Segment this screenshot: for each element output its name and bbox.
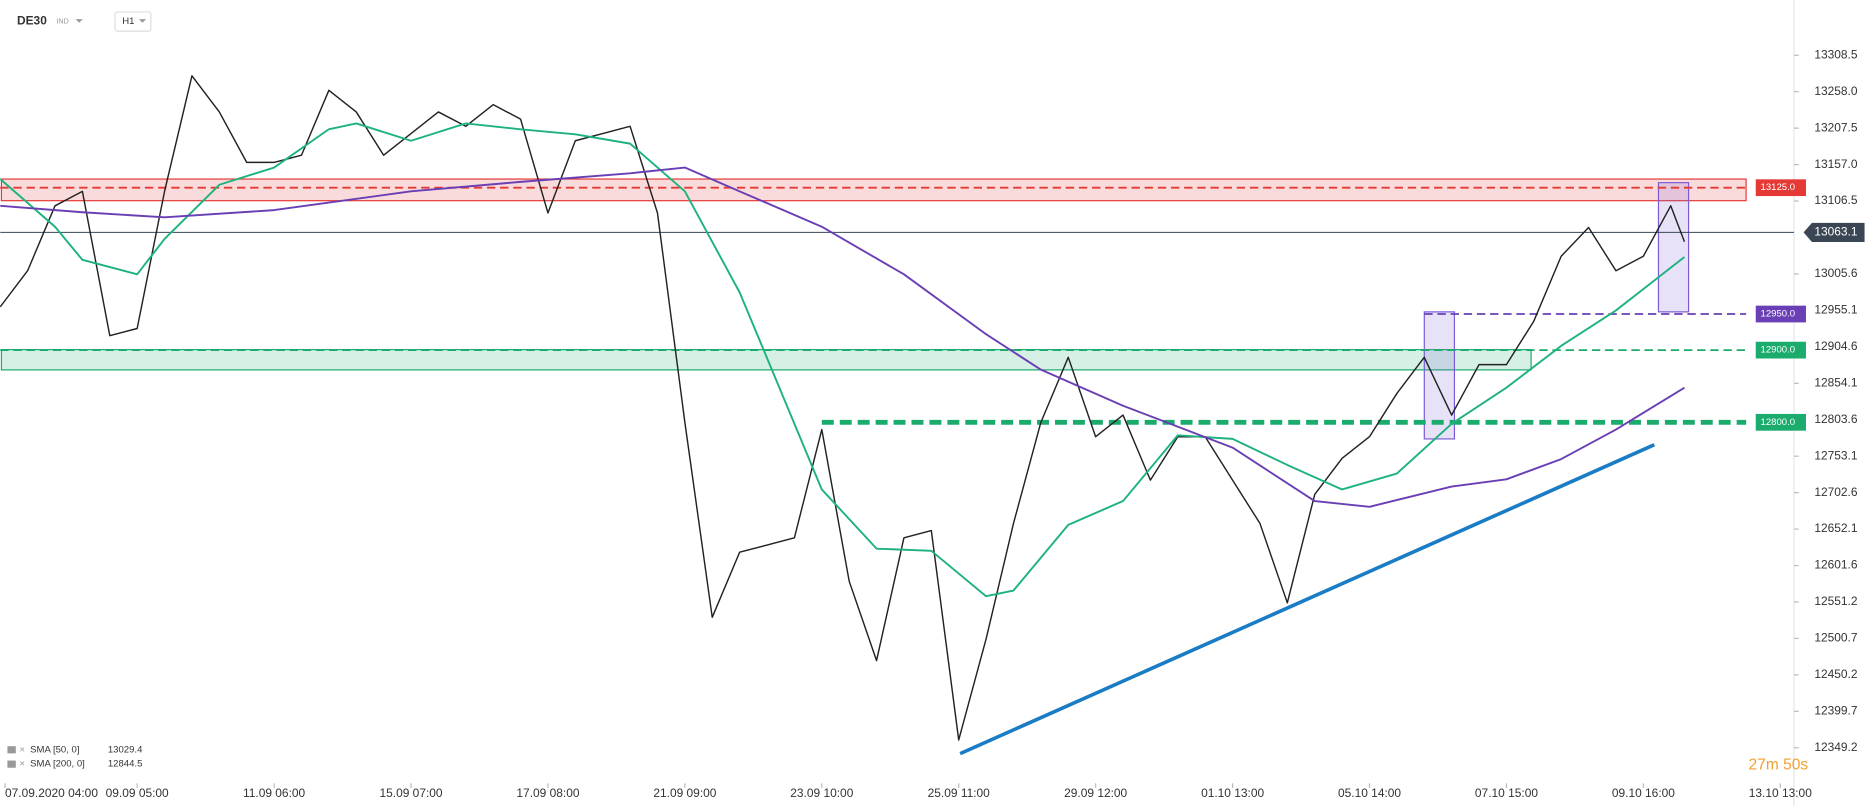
highlight-box <box>1423 311 1456 440</box>
y-tick-label: 12854.1 <box>1814 375 1858 389</box>
x-tick-label: 11.09 06:00 <box>243 786 306 800</box>
y-tick-label: 12803.6 <box>1814 412 1858 426</box>
dropdown-arrow[interactable] <box>75 19 83 23</box>
y-tick-label: 12904.6 <box>1814 339 1858 353</box>
y-tick-label: 12551.2 <box>1814 594 1858 608</box>
highlight-box <box>1657 182 1690 313</box>
y-tick-label: 13258.0 <box>1814 84 1858 98</box>
y-tick-label: 12349.2 <box>1814 740 1858 754</box>
x-tick-label: 05.10 14:00 <box>1338 786 1401 800</box>
y-tick-label: 13207.5 <box>1814 120 1858 134</box>
x-tick-label: 23.09 10:00 <box>790 786 853 800</box>
current-price-tag <box>1803 222 1865 242</box>
x-tick-label: 07.10 15:00 <box>1475 786 1538 800</box>
trend-line <box>959 443 1656 756</box>
x-tick-label: 15.09 07:00 <box>379 786 442 800</box>
y-tick-label: 12702.6 <box>1814 485 1858 499</box>
y-tick-label: 12601.6 <box>1814 558 1858 572</box>
y-tick-label: 12753.1 <box>1814 448 1858 462</box>
legend-name: SMA [200, 0] <box>30 759 85 770</box>
legend-name: SMA [50, 0] <box>30 744 79 755</box>
legend-value: 12844.5 <box>108 759 143 770</box>
x-tick-label: 07.09.2020 04:00 <box>5 786 98 800</box>
countdown: 27m 50s <box>1749 756 1809 773</box>
x-tick-label: 13.10 13:00 <box>1749 786 1812 800</box>
x-tick-label: 09.09 05:00 <box>106 786 169 800</box>
x-tick-label: 09.10 16:00 <box>1612 786 1675 800</box>
price-zone <box>0 349 1532 371</box>
level-tag <box>1755 341 1806 359</box>
level-label: 12950.0 <box>1761 309 1796 320</box>
legend-icon <box>7 746 16 754</box>
x-tick-label: 29.09 12:00 <box>1064 786 1127 800</box>
y-tick-label: 12450.2 <box>1814 667 1858 681</box>
dropdown-arrow[interactable] <box>138 19 147 23</box>
x-tick-label: 25.09 11:00 <box>928 786 991 800</box>
interval[interactable]: H1 <box>122 16 134 27</box>
current-price-label: 13063.1 <box>1814 225 1858 239</box>
y-tick-label: 13005.6 <box>1814 266 1858 280</box>
level-label: 13125.0 <box>1761 182 1796 193</box>
legend-value: 13029.4 <box>108 744 143 755</box>
x-tick-label: 01.10 13:00 <box>1201 786 1264 800</box>
level-label: 12900.0 <box>1761 345 1796 356</box>
x-tick-label: 21.09 09:00 <box>653 786 716 800</box>
y-tick-label: 13308.5 <box>1814 47 1858 61</box>
x-tick-label: 17.09 08:00 <box>516 786 579 800</box>
market: IND <box>56 17 68 25</box>
sma-line <box>0 122 1686 598</box>
y-tick-label: 12652.1 <box>1814 521 1858 535</box>
level-tag <box>1755 305 1806 323</box>
legend-close: × <box>19 744 25 755</box>
y-tick-label: 12399.7 <box>1814 703 1858 717</box>
legend-close: × <box>19 759 25 770</box>
level-tag <box>1755 413 1806 431</box>
symbol[interactable]: DE30 <box>17 14 47 28</box>
level-label: 12800.0 <box>1761 417 1796 428</box>
legend-icon <box>7 760 16 768</box>
y-tick-label: 13157.0 <box>1814 157 1858 171</box>
y-tick-label: 12500.7 <box>1814 631 1858 645</box>
sma-line <box>0 166 1685 508</box>
price-zone <box>0 178 1747 202</box>
interval-button[interactable] <box>114 11 152 32</box>
y-tick-label: 12955.1 <box>1814 303 1858 317</box>
level-tag <box>1755 179 1806 197</box>
y-tick-label: 13106.5 <box>1814 193 1858 207</box>
